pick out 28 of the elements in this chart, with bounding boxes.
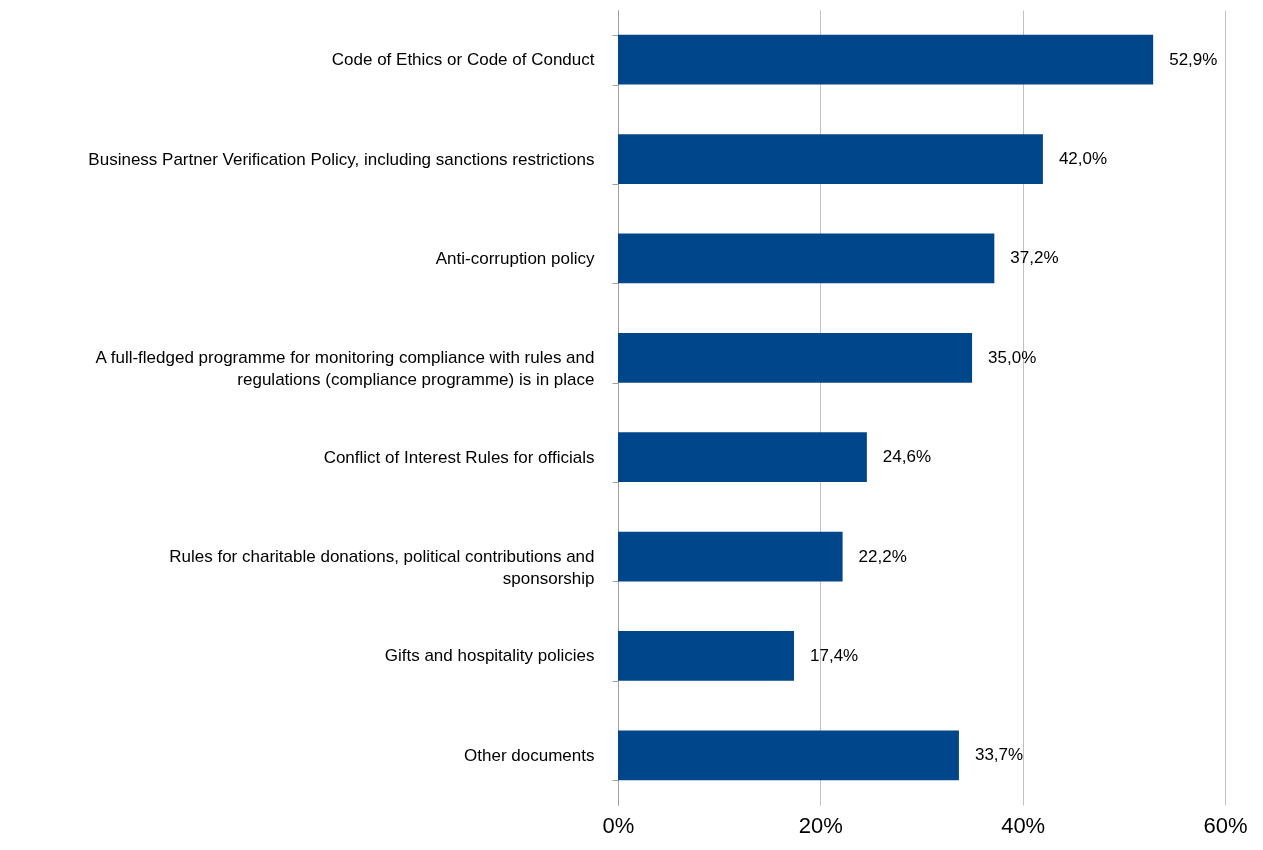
data-label: 17,4% <box>810 645 859 665</box>
bar <box>618 233 995 284</box>
y-tick-label: Rules for charitable donations, political contributions and sponsorship <box>169 547 595 589</box>
data-label: 33,7% <box>974 745 1024 765</box>
y-tick-label: Anti-corruption policy <box>435 248 595 268</box>
y-tick-label: Business Partner Verification Policy, including sanctions restrictions <box>88 149 595 169</box>
bar <box>618 34 1154 85</box>
data-label: 42,0% <box>1058 149 1108 169</box>
data-label: 24,6% <box>882 447 932 467</box>
x-tick-label: 60% <box>1203 812 1248 838</box>
x-tick-label: 20% <box>798 812 843 838</box>
bar <box>618 432 867 483</box>
data-label: 37,2% <box>1010 248 1059 268</box>
y-tick-label: Code of Ethics or Code of Conduct <box>331 50 595 70</box>
x-tick-label: 40% <box>1001 812 1046 838</box>
bar <box>618 332 973 383</box>
data-label: 35,0% <box>988 347 1037 367</box>
y-tick-label: Other documents <box>464 745 595 765</box>
y-tick-label: A full-fledged programme for monitoring compliance with rules and regulations (compliance programme) is in place <box>95 348 595 390</box>
data-label: 52,9% <box>1169 49 1218 69</box>
data-label: 22,2% <box>858 546 907 566</box>
y-tick-label: Gifts and hospitality policies <box>384 646 595 666</box>
x-tick-label: 0% <box>602 812 635 838</box>
bar <box>618 134 1043 184</box>
bar <box>618 531 843 582</box>
y-tick-label: Conflict of Interest Rules for officials <box>323 447 595 467</box>
bar <box>618 631 795 681</box>
bar <box>618 730 959 781</box>
